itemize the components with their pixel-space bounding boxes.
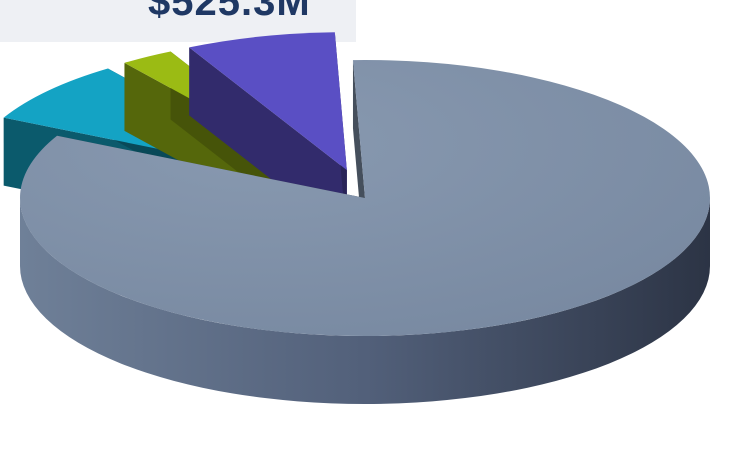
slice-purple-top [189, 32, 347, 171]
title-box: $525.3M [0, 0, 356, 42]
slice-main [19, 60, 710, 404]
chart-title: $525.3M [148, 0, 311, 24]
slice-main-top [19, 60, 710, 336]
slice-main-side [20, 198, 710, 404]
pie-slices [3, 32, 710, 404]
